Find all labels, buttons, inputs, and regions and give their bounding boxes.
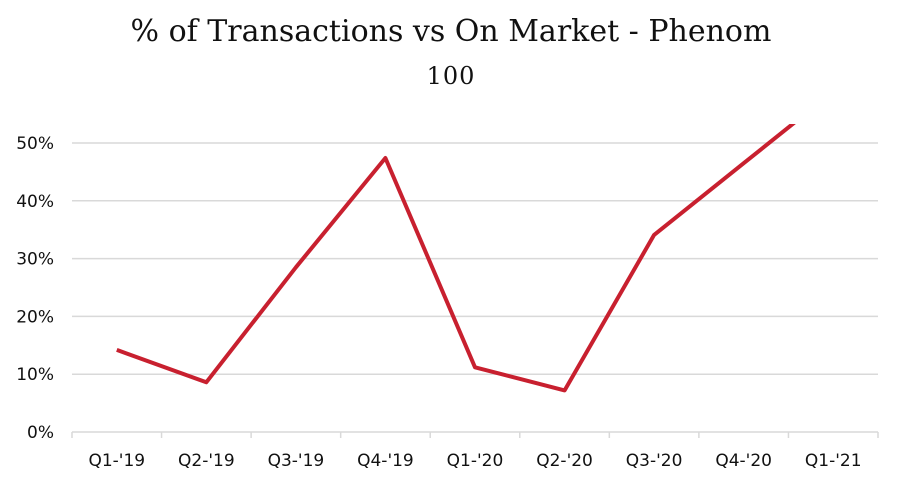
x-tick-label: Q1-'21 [805, 451, 862, 471]
x-tick-label: Q1-'19 [88, 451, 145, 471]
data-point [563, 388, 567, 392]
data-point [742, 161, 746, 165]
y-tick-label: 20% [16, 307, 54, 327]
y-tick-label: 0% [27, 423, 54, 443]
x-tick-label: Q3-'19 [268, 451, 325, 471]
x-tick-label: Q4-'20 [715, 451, 772, 471]
data-point [294, 265, 298, 269]
series-line-0 [116, 124, 796, 393]
x-tick-label: Q4-'19 [357, 451, 414, 471]
data-point [383, 156, 387, 160]
chart-subtitle: 100 [426, 62, 476, 90]
y-tick-label: 10% [16, 365, 54, 385]
x-tick-label: Q2-'20 [536, 451, 593, 471]
y-tick-label: 50% [16, 134, 54, 154]
y-tick-label: 40% [16, 192, 54, 212]
x-tick-label: Q3-'20 [626, 451, 683, 471]
x-tick-label: Q2-'19 [178, 451, 235, 471]
y-tick-label: 30% [16, 250, 54, 270]
data-point [115, 348, 119, 352]
chart-title: % of Transactions vs On Market - Phenom [130, 14, 772, 49]
data-point [473, 365, 477, 369]
data-point [652, 233, 656, 237]
x-tick-label: Q1-'20 [447, 451, 504, 471]
data-point [204, 380, 208, 384]
